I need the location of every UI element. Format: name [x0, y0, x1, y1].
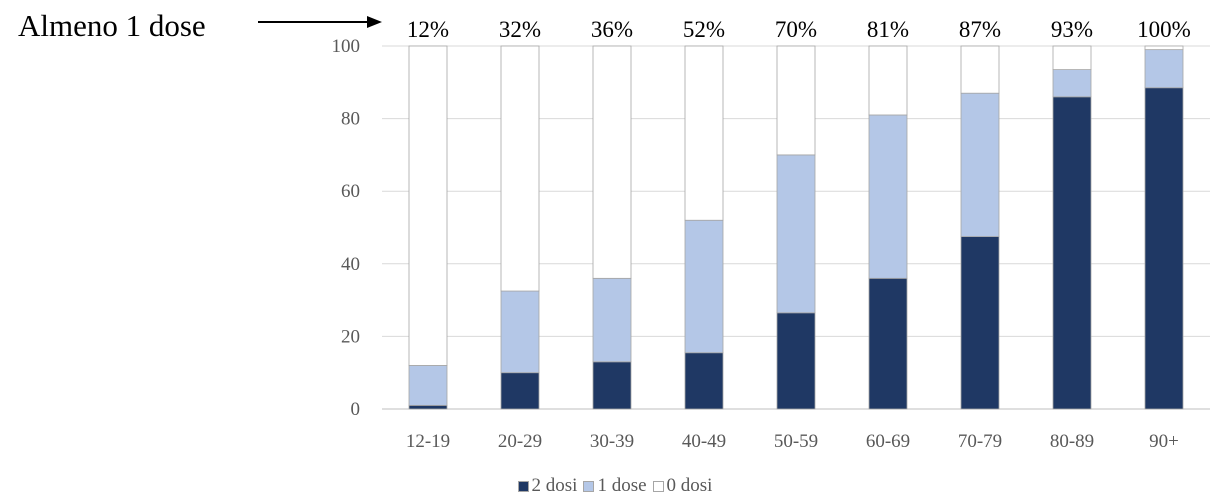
legend-label: 1 dose: [597, 474, 647, 496]
bars: [408, 45, 1184, 410]
top-percent-label: 93%: [1051, 17, 1093, 42]
legend-swatch: [652, 480, 664, 492]
x-tick-label: 60-69: [866, 431, 910, 452]
bar-segment-2-dosi: [684, 352, 724, 410]
y-tick-label: 20: [341, 326, 360, 347]
y-tick-label: 40: [341, 254, 360, 275]
top-percent-label: 32%: [499, 17, 541, 42]
bar-segment-2-dosi: [500, 372, 540, 410]
x-tick-label: 20-29: [498, 431, 542, 452]
legend: 2 dosi 1 dose 0 dosi: [0, 474, 1230, 497]
legend-item: 0 dosi: [652, 474, 713, 497]
x-tick-label: 30-39: [590, 431, 634, 452]
bar-segment-1-dose: [408, 365, 448, 406]
bar-segment-1-dose: [960, 92, 1000, 237]
bar-segment-1-dose: [1052, 69, 1092, 98]
x-tick-label: 90+: [1149, 431, 1179, 452]
top-percent-label: 12%: [407, 17, 449, 42]
bar-segment-1-dose: [592, 277, 632, 363]
bar-segment-1-dose: [1144, 49, 1184, 89]
bar-segment-0-dosi: [592, 45, 632, 279]
legend-swatch: [517, 480, 529, 492]
top-percent-labels: 12% 32% 36% 52% 70% 81% 87% 93% 100%: [407, 17, 1191, 42]
top-percent-label: 36%: [591, 17, 633, 42]
bar-segment-2-dosi: [960, 236, 1000, 410]
bar-segment-2-dosi: [868, 277, 908, 410]
top-percent-label: 100%: [1137, 17, 1191, 42]
bar-segment-0-dosi: [1052, 45, 1092, 70]
bar-segment-0-dosi: [1144, 45, 1184, 51]
legend-item: 1 dose: [583, 474, 647, 497]
bar-segment-0-dosi: [684, 45, 724, 221]
bar-segment-2-dosi: [1144, 87, 1184, 410]
bar-segment-1-dose: [868, 114, 908, 279]
bar-segment-2-dosi: [1052, 96, 1092, 410]
legend-swatch: [583, 480, 595, 492]
bar-segment-0-dosi: [960, 45, 1000, 94]
bar-segment-1-dose: [500, 290, 540, 374]
bar-segment-1-dose: [776, 154, 816, 314]
x-tick-label: 80-89: [1050, 431, 1094, 452]
bar-segment-2-dosi: [408, 404, 448, 410]
bar-segment-0-dosi: [868, 45, 908, 116]
x-tick-label: 40-49: [682, 431, 726, 452]
y-tick-label: 60: [341, 181, 360, 202]
top-percent-label: 81%: [867, 17, 909, 42]
legend-item: 2 dosi: [517, 474, 578, 497]
top-percent-label: 87%: [959, 17, 1001, 42]
bar-segment-2-dosi: [776, 312, 816, 410]
bar-segment-0-dosi: [500, 45, 540, 292]
bar-segment-1-dose: [684, 219, 724, 354]
x-tick-label: 50-59: [774, 431, 818, 452]
bar-segment-0-dosi: [776, 45, 816, 156]
y-tick-label: 80: [341, 109, 360, 130]
y-axis-ticks: 0 20 40 60 80 100: [332, 36, 361, 420]
x-tick-label: 70-79: [958, 431, 1002, 452]
x-tick-label: 12-19: [406, 431, 450, 452]
legend-label: 0 dosi: [666, 474, 713, 496]
legend-label: 2 dosi: [531, 474, 578, 496]
y-tick-label: 0: [351, 399, 361, 420]
annotation-arrow: [258, 16, 382, 28]
y-tick-label: 100: [332, 36, 361, 57]
x-axis-ticks: 12-19 20-29 30-39 40-49 50-59 60-69 70-79 80-89…: [406, 431, 1179, 452]
bar-segment-0-dosi: [408, 45, 448, 366]
top-percent-label: 52%: [683, 17, 725, 42]
top-percent-label: 70%: [775, 17, 817, 42]
annotation-label: Almeno 1 dose: [18, 8, 206, 43]
stacked-bar-chart: 0 20 40 60 80 100 12-19 20-29 30-39 40-49 50-59 60…: [258, 16, 1210, 452]
bar-segment-2-dosi: [592, 361, 632, 410]
